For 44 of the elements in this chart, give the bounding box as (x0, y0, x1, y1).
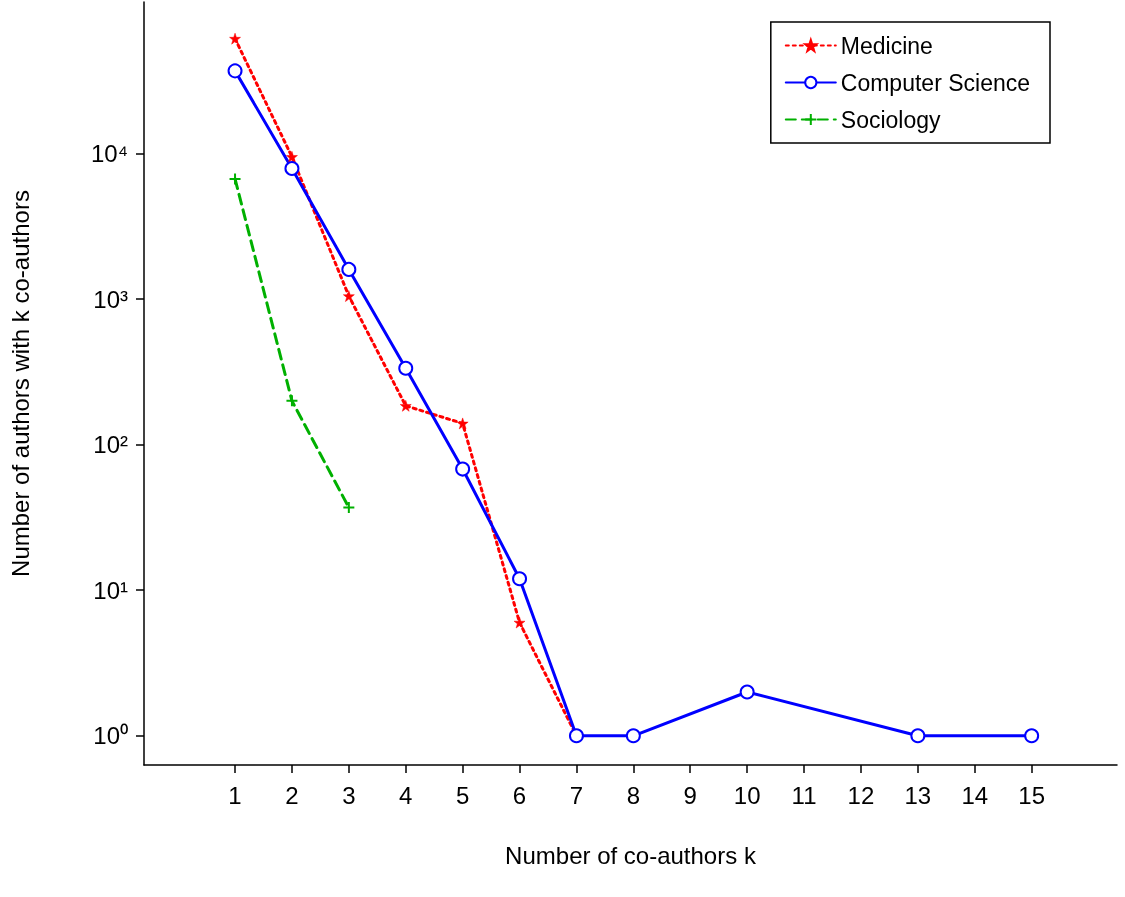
x-tick-label: 1 (228, 781, 242, 809)
point (229, 32, 241, 45)
y-tick-label: 10³ (93, 285, 129, 313)
y-axis-title: Number of authors with k co-authors (6, 190, 34, 577)
x-tick-label: 9 (683, 781, 697, 809)
x-tick-label: 12 (847, 781, 875, 809)
legend-label: Sociology (840, 106, 942, 133)
point (456, 417, 469, 430)
point (228, 172, 242, 186)
legend-label: Computer Science (840, 69, 1030, 96)
x-tick-label: 3 (342, 781, 356, 809)
x-tick-label: 10 (733, 781, 761, 809)
y-tick-label: 10⁴ (90, 140, 128, 168)
x-tick-label: 13 (904, 781, 932, 809)
y-tick-label: 10⁰ (93, 722, 128, 750)
x-tick-label: 5 (455, 781, 470, 809)
y-tick-label: 10¹ (93, 576, 129, 604)
point (285, 394, 299, 408)
point (625, 728, 641, 744)
x-tick-label: 2 (285, 781, 299, 809)
point (342, 501, 356, 515)
x-tick-label: 14 (961, 781, 989, 809)
point (512, 571, 528, 587)
x-tick-label: 7 (569, 781, 584, 809)
point (739, 684, 755, 700)
x-tick-label: 11 (791, 781, 817, 809)
point (284, 160, 300, 176)
point (910, 728, 926, 744)
point (398, 360, 414, 376)
point (286, 151, 298, 163)
x-axis-title: Number of co-authors k (505, 841, 757, 869)
point (399, 400, 412, 412)
x-tick-label: 6 (512, 781, 527, 809)
legend-label: Medicine (840, 32, 933, 59)
point (341, 261, 357, 277)
point (513, 616, 526, 629)
y-tick-label: 10² (93, 431, 129, 459)
x-tick-label: 15 (1018, 781, 1045, 809)
point (343, 290, 355, 302)
point (1024, 728, 1040, 744)
point (227, 63, 243, 79)
point (455, 461, 471, 477)
x-tick-label: 8 (626, 781, 641, 809)
x-tick-label: 4 (399, 781, 413, 809)
